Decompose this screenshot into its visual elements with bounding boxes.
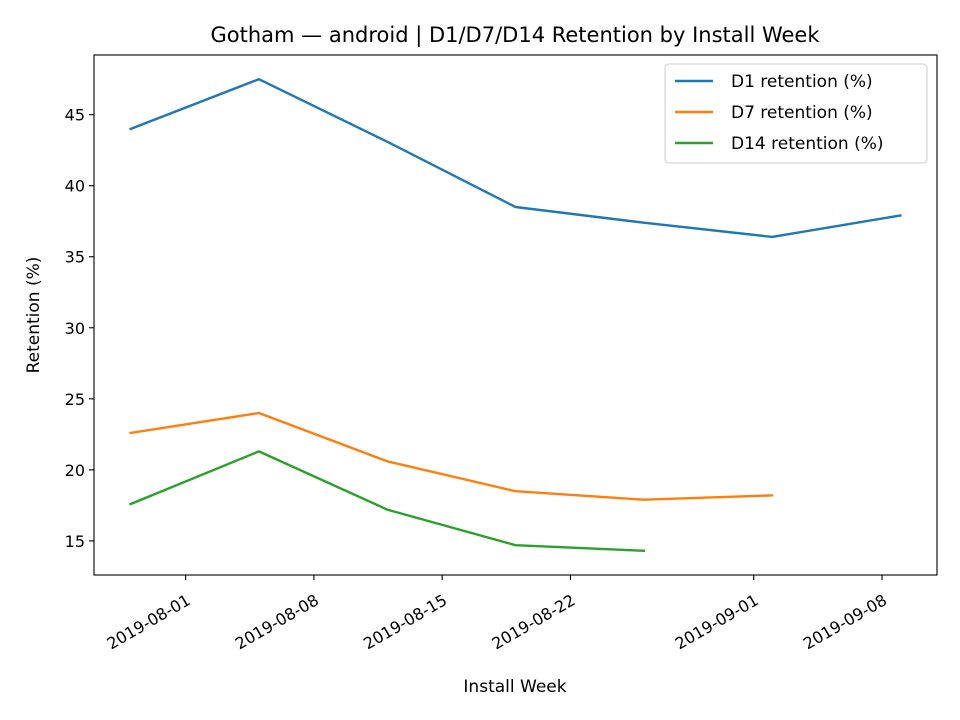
x-tick-label: 2019-09-01 <box>672 590 762 653</box>
legend-label-2: D7 retention (%) <box>731 103 873 123</box>
chart-legend: D1 retention (%) D7 retention (%) D14 rete… <box>664 63 928 164</box>
y-tick-label: 25 <box>65 390 85 409</box>
y-tick-label: 30 <box>65 319 85 338</box>
y-axis-label: Retention (%) <box>24 257 44 374</box>
legend-label-1: D1 retention (%) <box>731 72 873 92</box>
x-axis-label: Install Week <box>463 677 566 697</box>
series-line-1 <box>129 77 902 239</box>
x-tick-label: 2019-08-15 <box>360 590 450 653</box>
x-tick-label: 2019-08-22 <box>488 590 578 653</box>
plot-area-frame <box>93 54 938 576</box>
legend-box <box>664 63 928 164</box>
y-tick-label: 40 <box>65 177 85 196</box>
chart-title: Gotham — android | D1/D7/D14 Retention b… <box>210 23 820 48</box>
series-line-2 <box>129 411 774 501</box>
y-tick-label: 45 <box>65 106 85 125</box>
y-tick-label: 35 <box>65 248 85 267</box>
y-tick-label: 20 <box>65 461 85 480</box>
y-tick-label: 15 <box>65 532 85 551</box>
y-axis-ticks: 15 20 25 30 35 40 45 <box>65 106 94 551</box>
x-tick-label: 2019-09-08 <box>800 590 890 653</box>
x-axis-ticks: 2019-08-01 2019-08-08 2019-08-15 2019-08-22… <box>104 575 890 653</box>
series-line-3 <box>129 450 646 553</box>
legend-label-3: D14 retention (%) <box>731 134 884 154</box>
x-tick-label: 2019-08-08 <box>232 590 322 653</box>
x-tick-label: 2019-08-01 <box>104 590 194 653</box>
series-layer <box>129 77 902 553</box>
